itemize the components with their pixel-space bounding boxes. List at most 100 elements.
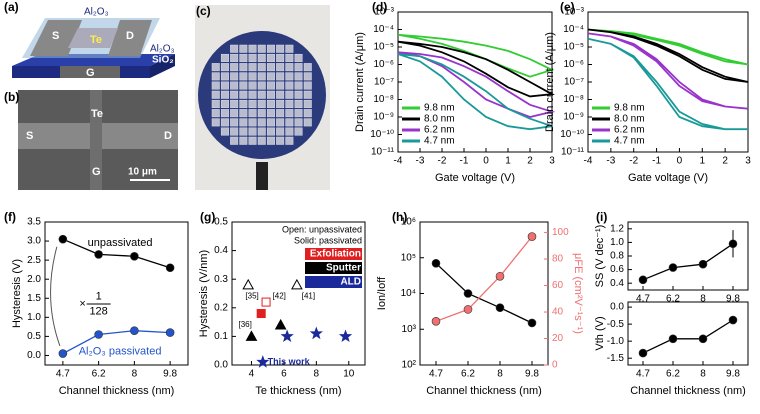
die — [257, 44, 266, 53]
die — [294, 109, 303, 118]
marker — [728, 239, 738, 249]
x-axis-label: Te thickness (nm) — [255, 385, 341, 397]
die — [257, 81, 266, 90]
y2-tick-label: 0 — [552, 360, 558, 371]
legend-label: 9.8 nm — [614, 103, 645, 114]
die — [248, 118, 257, 127]
source-electrode — [18, 123, 90, 149]
y-tick-label: 0.6 — [610, 264, 624, 275]
plot-frame — [627, 301, 749, 366]
x-tick-label: 0 — [483, 156, 489, 167]
panel-label: (e) — [560, 0, 575, 14]
marker — [94, 330, 103, 339]
die — [285, 81, 294, 90]
y-tick-label: 10⁵ — [401, 252, 416, 263]
die — [285, 90, 294, 99]
die — [285, 63, 294, 72]
marker — [291, 278, 303, 290]
die — [248, 109, 257, 118]
x-tick-label: 6.2 — [666, 294, 680, 305]
x-tick-label: 3 — [745, 156, 751, 167]
die — [294, 90, 303, 99]
legend-label: Sputter — [326, 263, 361, 274]
die — [239, 136, 248, 145]
die — [257, 90, 266, 99]
y-tick-label: 10⁻¹⁰ — [560, 129, 584, 140]
die — [239, 127, 248, 136]
die — [230, 81, 239, 90]
die — [211, 99, 220, 108]
label: Al₂O₃ — [84, 7, 109, 18]
x-tick-label: 9.8 — [726, 294, 740, 305]
y-tick-label: 10⁻⁸ — [563, 94, 584, 105]
die — [303, 109, 312, 118]
series-line — [587, 28, 749, 66]
marker — [261, 297, 271, 307]
die — [266, 118, 275, 127]
label: SiO₂ — [152, 55, 174, 66]
die — [248, 81, 257, 90]
die — [276, 136, 285, 145]
y-tick-label: 1.0 — [610, 237, 624, 248]
series-line — [62, 330, 171, 355]
die — [220, 109, 229, 118]
die — [285, 136, 294, 145]
x-tick-label: 1 — [505, 156, 511, 167]
annotation: 1 — [96, 290, 102, 302]
y-tick-label: 10⁻⁹ — [373, 112, 394, 123]
x-tick-label: 10 — [343, 369, 355, 380]
y-tick-label: 10⁻⁵ — [373, 42, 394, 53]
die — [276, 63, 285, 72]
legend-box — [305, 276, 362, 288]
die — [285, 118, 294, 127]
y-tick-label: 10⁻⁶ — [373, 59, 394, 70]
panel-label: (d) — [372, 0, 387, 14]
die — [248, 127, 257, 136]
y-tick-label: 10⁻⁴ — [563, 24, 584, 35]
series-line — [435, 262, 533, 324]
y2-tick-label: 80 — [552, 254, 564, 265]
x-tick-label: 1 — [700, 156, 706, 167]
y-tick-label: 10⁻⁹ — [563, 112, 584, 123]
die — [276, 118, 285, 127]
die — [276, 90, 285, 99]
marker — [638, 348, 648, 358]
y-axis-label: Hysteresis (V) — [11, 259, 23, 328]
label: Te — [90, 34, 102, 46]
series-line — [397, 53, 553, 131]
marker — [668, 334, 678, 344]
x-tick-label: 8 — [700, 369, 706, 380]
die — [276, 72, 285, 81]
die — [266, 109, 275, 118]
die — [230, 53, 239, 62]
die — [211, 109, 220, 118]
annotation: This work — [268, 357, 311, 367]
y-tick-label: 0.2 — [214, 302, 228, 313]
series-line — [587, 28, 749, 83]
die — [257, 109, 266, 118]
y-tick-label: 10⁻⁵ — [563, 42, 584, 53]
die — [276, 127, 285, 136]
die — [303, 72, 312, 81]
y-tick-label: 10² — [402, 360, 417, 371]
y-axis-label: Hysteresis (V/nm) — [198, 250, 210, 337]
die — [239, 118, 248, 127]
marker — [495, 303, 505, 313]
series-line — [642, 319, 734, 354]
marker — [431, 317, 441, 326]
holder — [256, 162, 268, 190]
marker — [58, 349, 68, 358]
y-tick-label: 10⁻⁷ — [564, 77, 584, 88]
marker — [463, 289, 473, 298]
y-axis-label: Drain current (A/μm) — [544, 32, 556, 132]
marker — [495, 271, 505, 281]
series-line — [587, 37, 748, 131]
x-tick-label: 4.7 — [636, 294, 650, 305]
die — [248, 44, 257, 53]
label: Te — [91, 108, 103, 120]
y-tick-label: 2.5 — [27, 255, 41, 266]
die — [266, 127, 275, 136]
marker — [527, 232, 537, 241]
die — [239, 81, 248, 90]
legend-box — [305, 262, 362, 274]
